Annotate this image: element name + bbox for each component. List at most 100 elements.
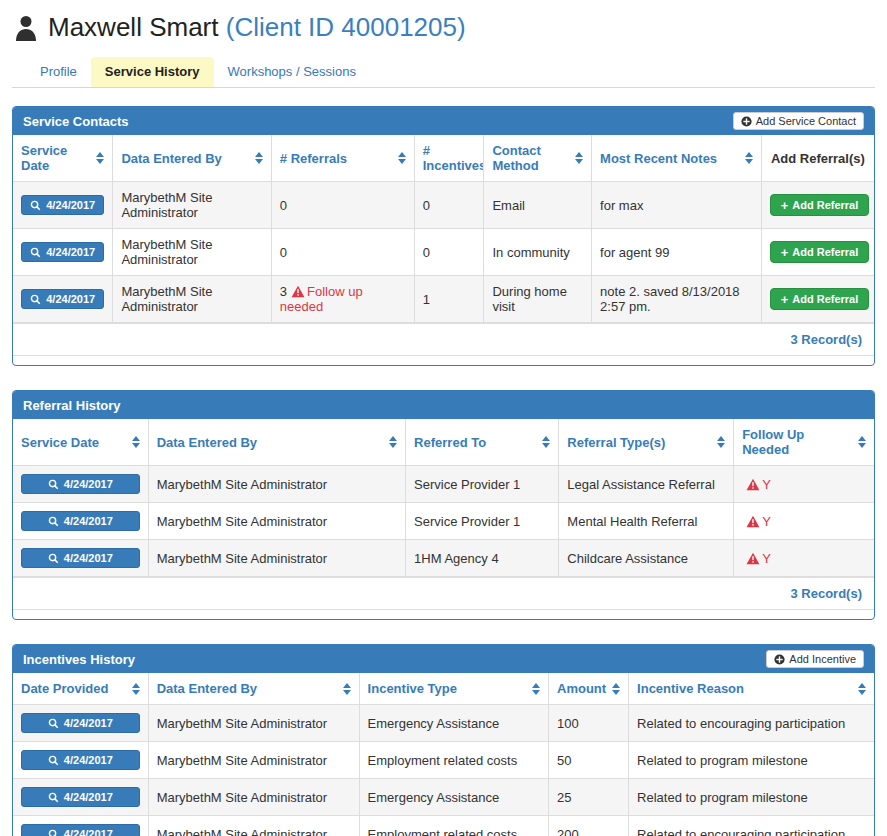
view-referral-button[interactable]: 4/24/2017 bbox=[21, 548, 140, 568]
incentives-cell: 0 bbox=[414, 182, 484, 229]
column-header[interactable]: Data Entered By bbox=[148, 419, 405, 466]
column-header[interactable]: Date Provided bbox=[13, 673, 148, 705]
column-header[interactable]: # Incentives bbox=[414, 135, 484, 182]
column-header[interactable]: Data Entered By bbox=[148, 673, 359, 705]
column-header[interactable]: Incentive Reason bbox=[629, 673, 874, 705]
sort-icon bbox=[612, 683, 620, 695]
view-service-contact-button[interactable]: 4/24/2017 bbox=[21, 242, 104, 262]
magnifier-icon bbox=[48, 718, 59, 729]
service-contacts-record-count: 3 Record(s) bbox=[13, 323, 874, 356]
data-entered-by-cell: MarybethM Site Administrator bbox=[148, 466, 405, 503]
incentives-history-heading: Incentives History Add Incentive bbox=[13, 645, 874, 673]
tab-workshops-sessions[interactable]: Workshops / Sessions bbox=[214, 57, 370, 87]
table-row: 4/24/2017 MarybethM Site AdministratorEmp… bbox=[13, 742, 874, 779]
add-referral-button[interactable]: +Add Referral bbox=[770, 194, 870, 216]
date-cell: 4/24/2017 bbox=[13, 182, 113, 229]
follow-up-cell: Y bbox=[734, 503, 874, 540]
referrals-cell: 0 bbox=[271, 229, 414, 276]
column-header[interactable]: Most Recent Notes bbox=[592, 135, 762, 182]
column-header[interactable]: Follow Up Needed bbox=[734, 419, 874, 466]
contact-method-cell: In community bbox=[484, 229, 592, 276]
data-entered-by-cell: MarybethM Site Administrator bbox=[148, 742, 359, 779]
sort-icon bbox=[717, 436, 725, 448]
sort-icon bbox=[858, 683, 866, 695]
sort-icon bbox=[96, 152, 104, 164]
tab-service-history[interactable]: Service History bbox=[91, 57, 214, 87]
table-row: 4/24/2017 MarybethM Site AdministratorSer… bbox=[13, 466, 874, 503]
column-header[interactable]: Incentive Type bbox=[359, 673, 548, 705]
view-service-contact-button[interactable]: 4/24/2017 bbox=[21, 289, 104, 309]
service-contacts-table: Service DateData Entered By# Referrals# … bbox=[13, 135, 874, 323]
contact-method-cell: During home visit bbox=[484, 276, 592, 323]
sort-icon bbox=[575, 152, 583, 164]
magnifier-icon bbox=[30, 247, 41, 258]
incentives-history-header-row: Date ProvidedData Entered ByIncentive Ty… bbox=[13, 673, 874, 705]
amount-cell: 25 bbox=[549, 779, 629, 816]
incentive-reason-cell: Related to program milestone bbox=[629, 779, 874, 816]
client-id: (Client ID 40001205) bbox=[226, 12, 466, 42]
date-cell: 4/24/2017 bbox=[13, 503, 148, 540]
warning-icon bbox=[746, 552, 760, 565]
add-incentive-button[interactable]: Add Incentive bbox=[766, 650, 864, 668]
plus-icon: + bbox=[781, 247, 789, 258]
date-cell: 4/24/2017 bbox=[13, 705, 148, 742]
referred-to-cell: 1HM Agency 4 bbox=[406, 540, 559, 577]
sort-icon bbox=[858, 436, 866, 448]
data-entered-by-cell: MarybethM Site Administrator bbox=[148, 705, 359, 742]
magnifier-icon bbox=[30, 200, 41, 211]
incentive-reason-cell: Related to encouraging participation bbox=[629, 816, 874, 836]
incentives-history-title: Incentives History bbox=[23, 652, 135, 667]
table-row: 4/24/2017 MarybethM Site Administrator3Fo… bbox=[13, 276, 874, 323]
add-service-contact-button[interactable]: Add Service Contact bbox=[733, 112, 864, 130]
add-referral-cell: +Add Referral bbox=[761, 276, 874, 323]
data-entered-by-cell: MarybethM Site Administrator bbox=[113, 229, 271, 276]
column-header[interactable]: Contact Method bbox=[484, 135, 592, 182]
warning-icon bbox=[291, 285, 305, 298]
incentive-type-cell: Employment related costs bbox=[359, 742, 548, 779]
warning-icon bbox=[746, 478, 760, 491]
view-service-contact-button[interactable]: 4/24/2017 bbox=[21, 195, 104, 215]
table-row: 4/24/2017MarybethM Site AdministratorEmp… bbox=[13, 816, 874, 836]
sort-icon bbox=[132, 436, 140, 448]
column-header[interactable]: Referral Type(s) bbox=[559, 419, 734, 466]
incentives-history-panel: Incentives History Add Incentive Date Pr… bbox=[12, 644, 875, 836]
sort-icon bbox=[389, 436, 397, 448]
amount-cell: 200 bbox=[549, 816, 629, 836]
warning-icon bbox=[746, 515, 760, 528]
sort-icon bbox=[532, 683, 540, 695]
add-referral-button[interactable]: +Add Referral bbox=[770, 288, 870, 310]
tab-profile[interactable]: Profile bbox=[26, 57, 91, 87]
data-entered-by-cell: MarybethM Site Administrator bbox=[148, 816, 359, 836]
date-cell: 4/24/2017 bbox=[13, 742, 148, 779]
referral-history-table: Service DateData Entered ByReferred ToRe… bbox=[13, 419, 874, 577]
view-referral-button[interactable]: 4/24/2017 bbox=[21, 511, 140, 531]
sort-icon bbox=[745, 152, 753, 164]
service-contacts-panel: Service Contacts Add Service Contact Ser… bbox=[12, 106, 875, 366]
table-row: 4/24/2017MarybethM Site Administrator1HM… bbox=[13, 540, 874, 577]
data-entered-by-cell: MarybethM Site Administrator bbox=[113, 276, 271, 323]
plus-circle-icon bbox=[741, 116, 752, 127]
column-header[interactable]: Data Entered By bbox=[113, 135, 271, 182]
follow-up-cell: Y bbox=[734, 540, 874, 577]
column-header[interactable]: Amount bbox=[549, 673, 629, 705]
referrals-cell: 3Follow up needed bbox=[271, 276, 414, 323]
referral-type-cell: Legal Assistance Referral bbox=[559, 466, 734, 503]
sort-icon bbox=[132, 683, 140, 695]
service-contacts-heading: Service Contacts Add Service Contact bbox=[13, 107, 874, 135]
referred-to-cell: Service Provider 1 bbox=[406, 466, 559, 503]
column-header[interactable]: Service Date bbox=[13, 419, 148, 466]
view-referral-button[interactable]: 4/24/2017 bbox=[21, 474, 140, 494]
person-icon bbox=[14, 15, 38, 41]
client-header: Maxwell Smart (Client ID 40001205) bbox=[14, 12, 875, 43]
column-header[interactable]: Referred To bbox=[406, 419, 559, 466]
view-incentive-button[interactable]: 4/24/2017 bbox=[21, 787, 140, 807]
view-incentive-button[interactable]: 4/24/2017 bbox=[21, 824, 140, 836]
view-incentive-button[interactable]: 4/24/2017 bbox=[21, 750, 140, 770]
date-cell: 4/24/2017 bbox=[13, 466, 148, 503]
referral-history-header-row: Service DateData Entered ByReferred ToRe… bbox=[13, 419, 874, 466]
column-header[interactable]: # Referrals bbox=[271, 135, 414, 182]
incentives-cell: 1 bbox=[414, 276, 484, 323]
add-referral-button[interactable]: +Add Referral bbox=[770, 241, 870, 263]
column-header[interactable]: Service Date bbox=[13, 135, 113, 182]
view-incentive-button[interactable]: 4/24/2017 bbox=[21, 713, 140, 733]
